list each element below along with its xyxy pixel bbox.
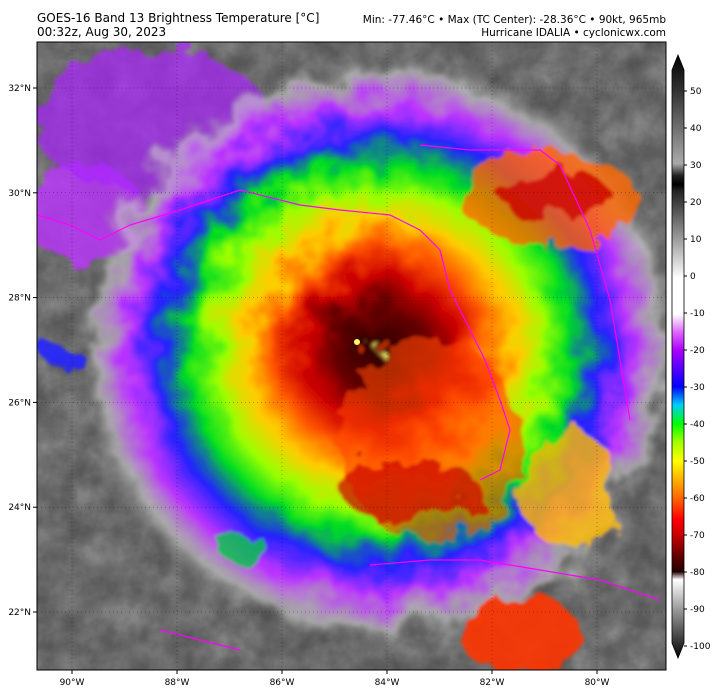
lat-label: 26°N [8,398,31,408]
lat-label: 32°N [8,84,31,94]
lon-label: 88°W [165,678,190,688]
colorbar-label: -50 [690,457,705,467]
colorbar-label: 20 [690,198,702,208]
subtitle: 00:32z, Aug 30, 2023 [37,25,166,39]
colorbar-label: -80 [690,568,705,578]
coastline [37,144,661,651]
colorbar-label: 0 [690,272,696,282]
colorbar-label: -40 [690,420,705,430]
colorbar-label: -20 [690,346,705,356]
colorbar-label: 50 [690,87,702,97]
lon-label: 86°W [270,678,295,688]
lon-label: 90°W [60,678,85,688]
colorbar-label: -100 [690,642,711,652]
colorbar-label: -90 [690,605,705,615]
lon-label: 82°W [480,678,505,688]
colorbar-label: 30 [690,161,702,171]
colorbar-label: -60 [690,494,705,504]
map-frame [36,41,667,671]
lon-label: 84°W [375,678,400,688]
lat-label: 24°N [8,503,31,513]
title: GOES-16 Band 13 Brightness Temperature [… [37,11,319,25]
colorbar-label: 40 [690,124,702,134]
lon-label: 80°W [585,678,610,688]
graticule [37,42,666,670]
colorbar-label: -30 [690,383,705,393]
colorbar-label: -10 [690,309,705,319]
colorbar-label: 10 [690,235,702,245]
imagery [37,42,666,670]
info: Min: -77.46°C • Max (TC Center): -28.36°… [363,14,667,26]
colorbar [671,53,685,660]
lat-label: 30°N [8,189,31,199]
colorbar-label: -70 [690,531,705,541]
lat-label: 22°N [8,608,31,618]
lat-label: 28°N [8,294,31,304]
credit: Hurricane IDALIA • cyclonicwx.com [481,27,666,39]
